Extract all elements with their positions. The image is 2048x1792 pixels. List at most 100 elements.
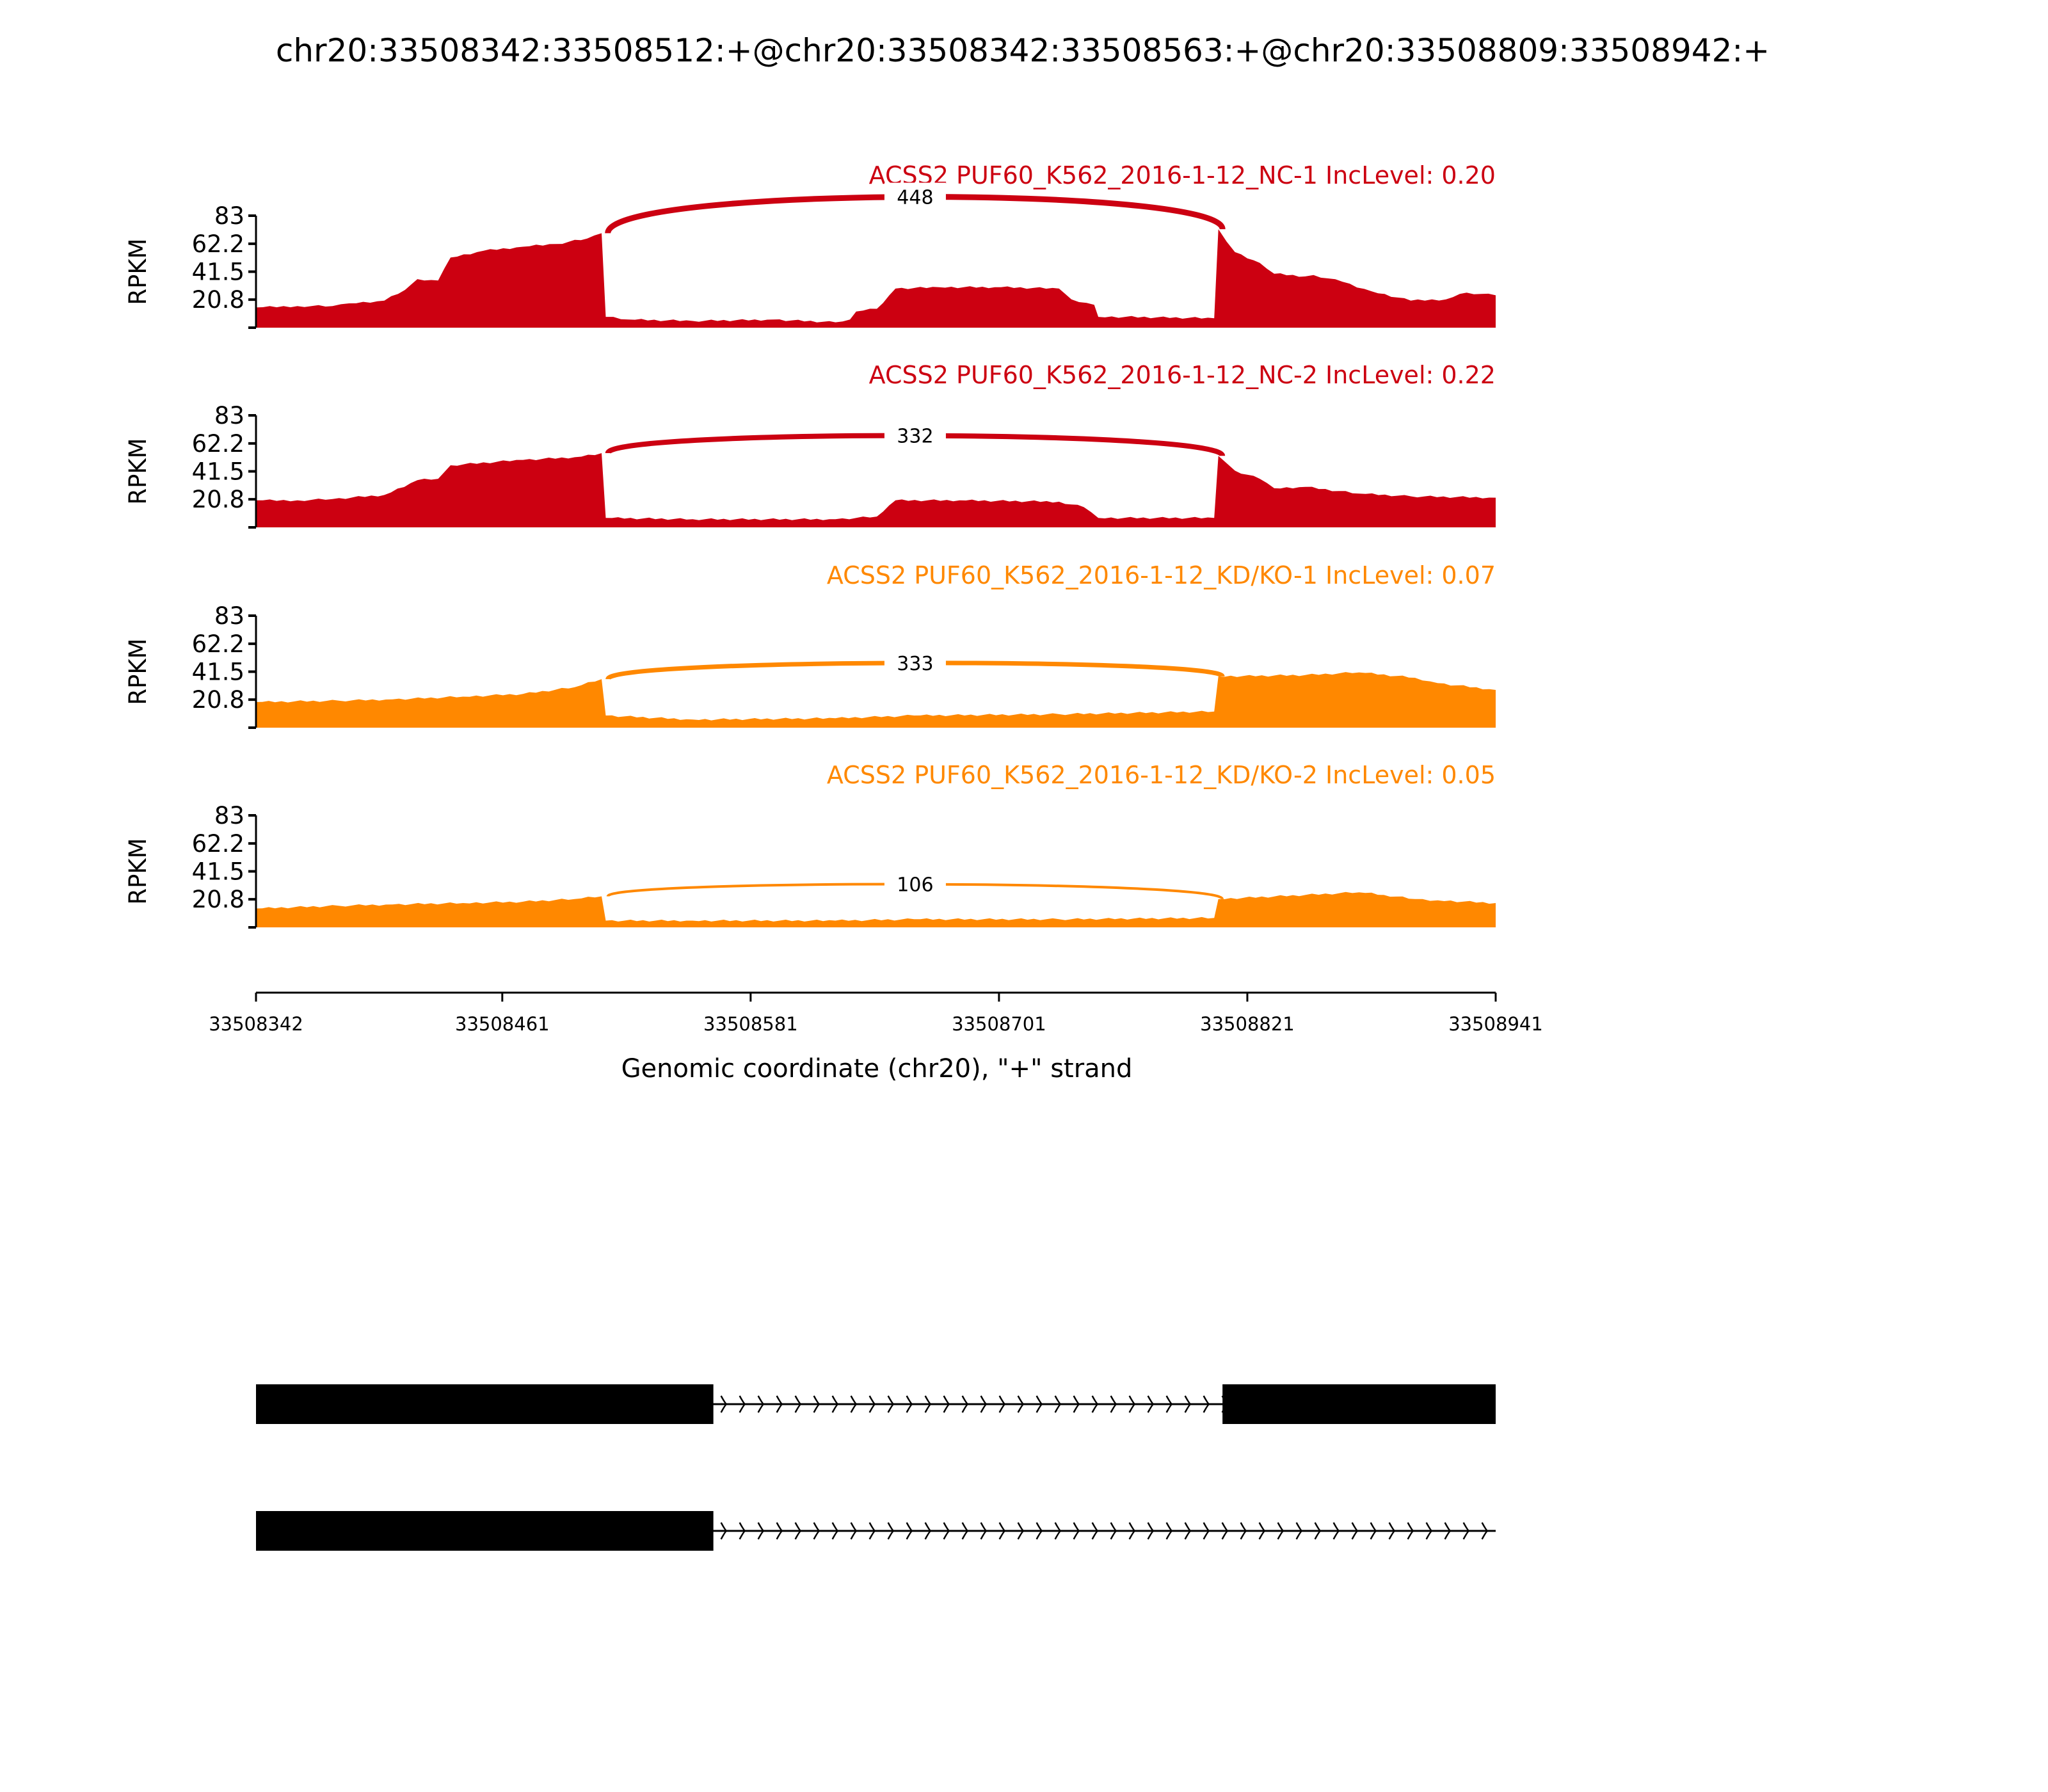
x-tick-label: 33508581	[703, 1013, 798, 1035]
strand-arrow-icon	[1184, 1522, 1192, 1540]
strand-arrow-icon	[998, 1395, 1006, 1413]
strand-arrow-icon	[1147, 1395, 1155, 1413]
strand-arrow-icon	[1370, 1522, 1377, 1540]
strand-arrow-icon	[1017, 1395, 1025, 1413]
strand-arrow-icon	[1481, 1522, 1489, 1540]
y-tick-label: 62.2	[192, 230, 244, 258]
strand-arrow-icon	[720, 1395, 728, 1413]
y-tick-label: 83	[214, 802, 244, 829]
strand-arrow-icon	[887, 1395, 895, 1413]
y-tick-label: 41.5	[192, 858, 244, 886]
y-tick-label: 83	[214, 402, 244, 429]
strand-arrow-icon	[1203, 1395, 1210, 1413]
strand-arrow-icon	[943, 1522, 950, 1540]
strand-arrow-icon	[943, 1395, 950, 1413]
strand-arrow-icon	[887, 1522, 895, 1540]
junction-label-bg	[884, 182, 946, 211]
coverage-area	[256, 892, 1496, 927]
strand-arrow-icon	[776, 1522, 783, 1540]
coverage-track: 20.841.562.283 RPKM ACSS2 PUF60_K562_2016-…	[124, 361, 1496, 529]
junction-count: 106	[897, 874, 933, 897]
coverage-track: 20.841.562.283 RPKM ACSS2 PUF60_K562_2016-…	[124, 561, 1496, 729]
coverage-area	[256, 453, 1496, 527]
y-axis-label: RPKM	[124, 438, 152, 504]
coverage-area	[256, 672, 1496, 728]
strand-arrow-icon	[1036, 1395, 1043, 1413]
y-tick-label: 20.8	[192, 286, 244, 314]
exon-block	[256, 1511, 714, 1551]
gene-model	[256, 1384, 1496, 1424]
strand-arrow-icon	[1184, 1395, 1192, 1413]
strand-arrow-icon	[1407, 1522, 1414, 1540]
strand-arrow-icon	[1073, 1522, 1080, 1540]
track-label: ACSS2 PUF60_K562_2016-1-12_NC-1 IncLevel…	[869, 161, 1496, 189]
strand-arrow-icon	[813, 1395, 820, 1413]
x-tick-label: 33508701	[952, 1013, 1046, 1035]
strand-arrow-icon	[1128, 1395, 1136, 1413]
x-tick-label: 33508941	[1448, 1013, 1543, 1035]
strand-arrow-icon	[1332, 1522, 1340, 1540]
strand-arrow-icon	[1110, 1522, 1117, 1540]
x-tick-label: 33508342	[209, 1013, 303, 1035]
strand-arrow-icon	[850, 1395, 858, 1413]
y-tick-label: 62.2	[192, 630, 244, 658]
y-tick-label: 41.5	[192, 458, 244, 486]
strand-arrow-icon	[1165, 1395, 1173, 1413]
track-label: ACSS2 PUF60_K562_2016-1-12_KD/KO-1 IncLe…	[827, 561, 1496, 589]
coverage-track: 20.841.562.283 RPKM ACSS2 PUF60_K562_2016-…	[124, 161, 1496, 329]
strand-arrow-icon	[1314, 1522, 1322, 1540]
strand-arrow-icon	[924, 1395, 932, 1413]
x-tick-label: 33508821	[1200, 1013, 1295, 1035]
strand-arrow-icon	[1110, 1395, 1117, 1413]
strand-arrow-icon	[1351, 1522, 1359, 1540]
junction-count: 448	[897, 186, 933, 209]
strand-arrow-icon	[1036, 1522, 1043, 1540]
track-label: ACSS2 PUF60_K562_2016-1-12_KD/KO-2 IncLe…	[827, 761, 1496, 789]
strand-arrow-icon	[794, 1395, 802, 1413]
y-tick-label: 20.8	[192, 486, 244, 513]
y-axis-label: RPKM	[124, 838, 152, 904]
strand-arrow-icon	[980, 1395, 988, 1413]
strand-arrow-icon	[980, 1522, 988, 1540]
strand-arrow-icon	[757, 1395, 765, 1413]
y-tick-label: 41.5	[192, 259, 244, 286]
strand-arrow-icon	[961, 1395, 969, 1413]
y-axis-label: RPKM	[124, 238, 152, 305]
coverage-area	[256, 229, 1496, 328]
strand-arrow-icon	[757, 1522, 765, 1540]
x-axis: 33508342 33508461 33508581 33508701 33508821…	[209, 991, 1543, 1035]
strand-arrow-icon	[831, 1522, 839, 1540]
strand-arrow-icon	[1462, 1522, 1470, 1540]
strand-arrow-icon	[1295, 1522, 1303, 1540]
strand-arrow-icon	[1425, 1522, 1433, 1540]
junction-label-bg	[884, 870, 946, 899]
strand-arrow-icon	[1091, 1395, 1099, 1413]
gene-model	[256, 1511, 1496, 1551]
track-label: ACSS2 PUF60_K562_2016-1-12_NC-2 IncLevel…	[869, 361, 1496, 389]
y-axis-label: RPKM	[124, 638, 152, 705]
strand-arrow-icon	[1147, 1522, 1155, 1540]
strand-arrow-icon	[998, 1522, 1006, 1540]
strand-arrow-icon	[1258, 1522, 1266, 1540]
strand-arrow-icon	[961, 1522, 969, 1540]
strand-arrow-icon	[1165, 1522, 1173, 1540]
y-tick-label: 41.5	[192, 659, 244, 686]
y-tick-label: 62.2	[192, 830, 244, 858]
strand-arrow-icon	[739, 1395, 746, 1413]
strand-arrow-icon	[1444, 1522, 1452, 1540]
junction-count: 332	[897, 426, 933, 448]
strand-arrow-icon	[924, 1522, 932, 1540]
strand-arrow-icon	[906, 1522, 913, 1540]
strand-arrow-icon	[1054, 1395, 1062, 1413]
strand-arrow-icon	[794, 1522, 802, 1540]
chart-title: chr20:33508342:33508512:+@chr20:33508342…	[276, 32, 1770, 69]
strand-arrow-icon	[868, 1395, 876, 1413]
y-tick-label: 83	[214, 202, 244, 230]
y-tick-label: 20.8	[192, 886, 244, 913]
strand-arrow-icon	[850, 1522, 858, 1540]
x-axis-label: Genomic coordinate (chr20), "+" strand	[621, 1054, 1133, 1084]
strand-arrow-icon	[906, 1395, 913, 1413]
strand-arrow-icon	[831, 1395, 839, 1413]
y-tick-label: 62.2	[192, 430, 244, 458]
strand-arrow-icon	[1054, 1522, 1062, 1540]
